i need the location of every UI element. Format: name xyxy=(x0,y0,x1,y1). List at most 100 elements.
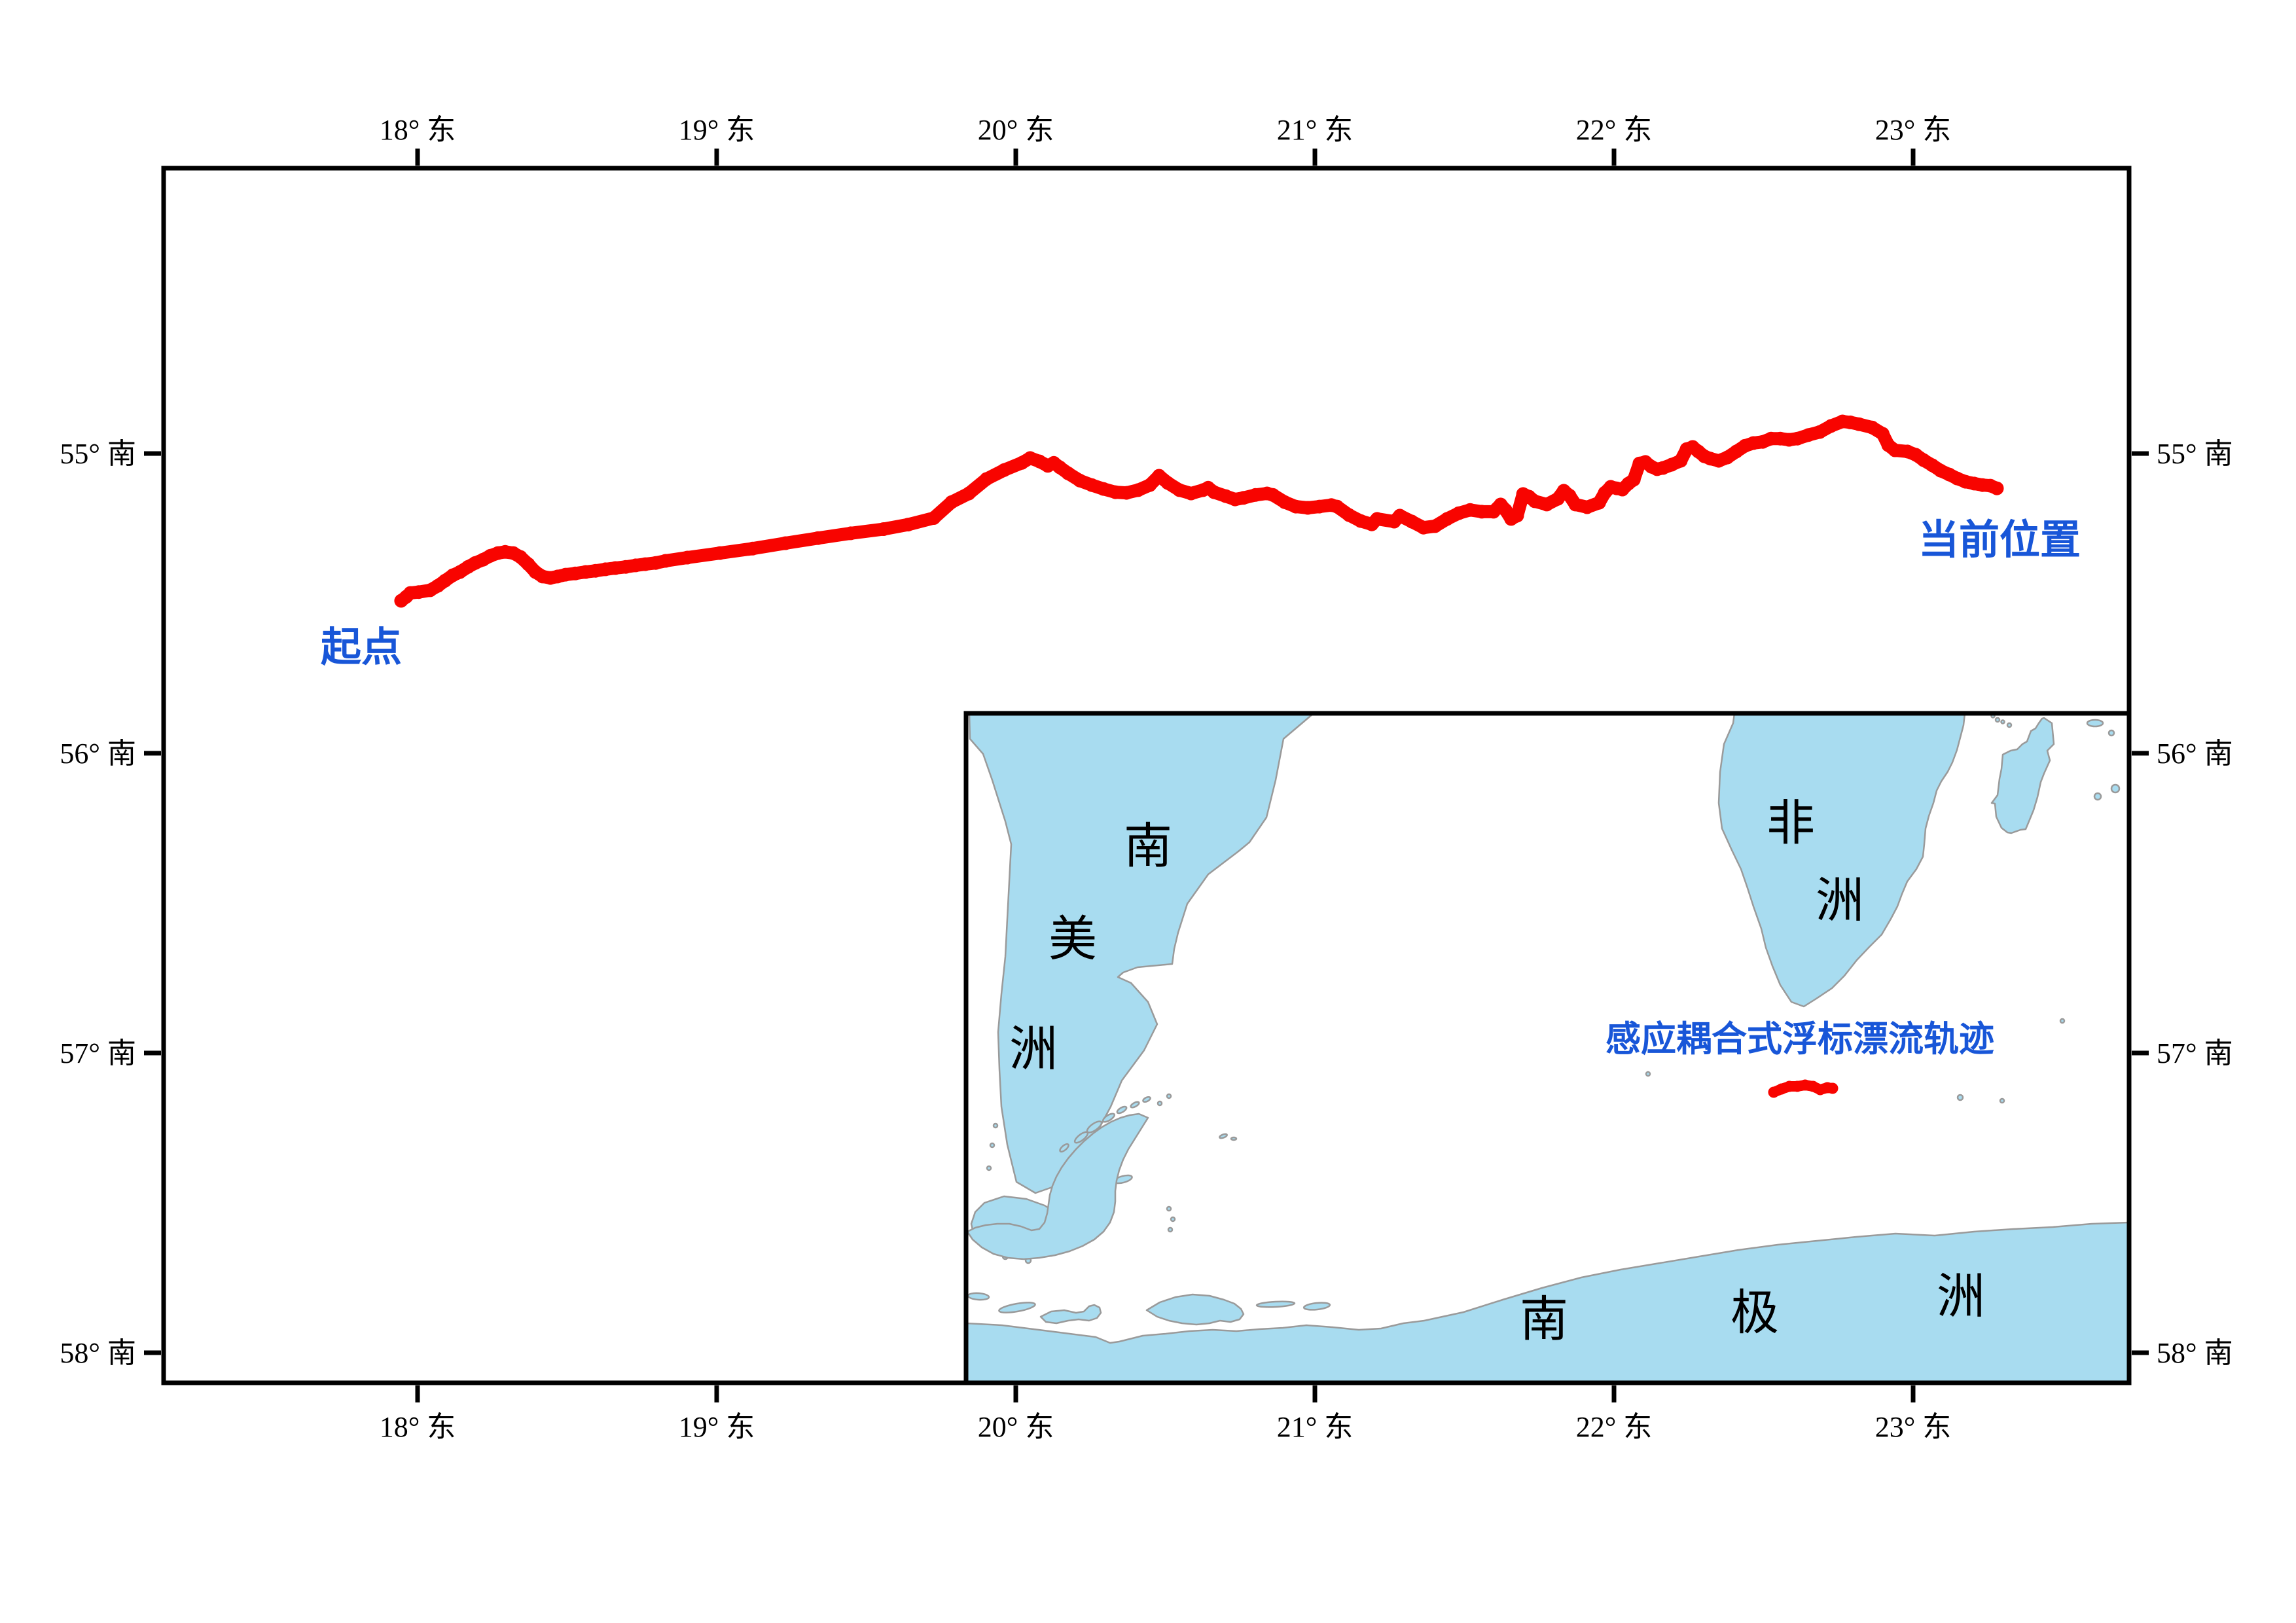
inset-islet xyxy=(1166,1205,1172,1212)
inset-islet xyxy=(1219,1133,1228,1139)
buoy-trajectory-track xyxy=(394,414,2004,608)
trajectory-point xyxy=(1463,503,1477,517)
trajectory-point xyxy=(1626,473,1641,487)
inset-islet xyxy=(998,1302,1036,1313)
inset-islet xyxy=(1142,1096,1151,1103)
trajectory-point xyxy=(1354,514,1368,528)
inset-islet xyxy=(2006,722,2013,728)
inset-locator-map: 南 美 洲 非 洲 南 极 洲 感应耦合式浮标漂流轨迹 xyxy=(963,711,2132,1385)
inset-islet xyxy=(1255,1300,1296,1308)
inset-mauritius xyxy=(2110,783,2121,794)
inset-islet xyxy=(1302,1302,1331,1311)
trajectory-point xyxy=(1852,417,1866,431)
trajectory-point xyxy=(1300,501,1315,515)
inset-trajectory-point xyxy=(1784,1080,1795,1092)
trajectory-point xyxy=(1475,505,1489,519)
trajectory-point xyxy=(1184,486,1198,501)
trajectory-point xyxy=(1312,499,1327,514)
trajectory-point xyxy=(1073,473,1087,488)
y-tick-label-right: 56° 南 xyxy=(2157,738,2233,770)
trajectory-point xyxy=(1248,488,1263,502)
label-south-america-char3: 洲 xyxy=(1009,1023,1058,1077)
trajectory-point xyxy=(638,557,653,571)
trajectory-point xyxy=(1528,494,1542,508)
inset-islet xyxy=(1086,1120,1103,1133)
trajectory-point xyxy=(944,495,959,509)
trajectory-point xyxy=(1330,499,1344,514)
trajectory-point xyxy=(1813,425,1827,439)
trajectory-point xyxy=(1510,508,1524,523)
y-axis-left: 55° 南 56° 南 57° 南 58° 南 xyxy=(60,438,161,1369)
trajectory-point xyxy=(876,522,891,536)
x-tick-label-top: 19° 东 xyxy=(679,114,755,146)
trajectory-point xyxy=(658,554,673,568)
y-axis-right: 55° 南 56° 南 57° 南 58° 南 xyxy=(2132,438,2233,1369)
trajectory-point xyxy=(1428,519,1443,533)
x-tick-label-top: 20° 东 xyxy=(978,114,1054,146)
trajectory-point xyxy=(680,550,694,565)
trajectory-point xyxy=(608,561,622,575)
inset-islet xyxy=(2059,1018,2066,1024)
trajectory-point xyxy=(1160,476,1175,490)
trajectory-point xyxy=(1061,466,1075,480)
inset-islet xyxy=(986,1165,992,1171)
label-antarctica-char1: 南 xyxy=(1520,1293,1568,1347)
trajectory-point xyxy=(778,536,793,550)
trajectory-point xyxy=(1888,443,1902,457)
label-antarctica-char2: 极 xyxy=(1731,1287,1779,1340)
inset-islet xyxy=(1230,1136,1238,1141)
inset-islet xyxy=(2000,719,2005,724)
trajectory-point xyxy=(1131,483,1145,497)
trajectory-point xyxy=(901,518,915,532)
inset-islet xyxy=(1157,1100,1163,1107)
trajectory-point xyxy=(1266,488,1280,502)
x-tick-label-top: 18° 东 xyxy=(380,114,456,146)
inset-islet xyxy=(1994,717,2001,723)
inset-antarctica xyxy=(965,1221,2130,1384)
trajectory-point xyxy=(1289,499,1303,514)
current-position-label: 当前位置 xyxy=(1918,518,2081,563)
x-tick-label-top: 21° 东 xyxy=(1277,114,1354,146)
label-antarctica-char3: 洲 xyxy=(1937,1270,1985,1324)
trajectory-point xyxy=(1236,491,1251,505)
inset-madagascar xyxy=(1990,717,2055,834)
x-axis-top: 18° 东 19° 东 20° 东 21° 东 22° 东 23° 东 xyxy=(380,114,1951,166)
inset-bouvet-island xyxy=(1645,1071,1651,1077)
inset-islet xyxy=(1145,1293,1245,1326)
trajectory-point xyxy=(1823,419,1838,433)
inset-islet xyxy=(989,1142,996,1149)
trajectory-point xyxy=(1580,500,1594,514)
y-tick-label-right: 55° 南 xyxy=(2157,438,2233,470)
trajectory-point xyxy=(1085,478,1099,492)
trajectory-point xyxy=(745,541,760,556)
trajectory-point xyxy=(1119,486,1134,500)
label-south-america-char1: 南 xyxy=(1124,820,1172,874)
inset-islet xyxy=(1059,1143,1069,1153)
inset-islet xyxy=(1170,1216,1176,1222)
trajectory-point xyxy=(568,566,583,580)
label-africa-char1: 非 xyxy=(1767,797,1815,851)
inset-islet xyxy=(1130,1101,1140,1109)
trajectory-point xyxy=(1801,428,1816,442)
trajectory-point xyxy=(1674,454,1688,468)
label-south-america-char2: 美 xyxy=(1049,913,1097,967)
inset-islet xyxy=(2108,729,2115,737)
x-tick-label-bottom: 18° 东 xyxy=(380,1411,456,1443)
y-tick-label-right: 57° 南 xyxy=(2157,1037,2233,1069)
trajectory-point xyxy=(844,526,858,541)
inset-islet xyxy=(1956,1094,1964,1101)
inset-trajectory-mark xyxy=(1768,1079,1839,1098)
trajectory-point xyxy=(1568,497,1583,512)
x-tick-label-bottom: 22° 东 xyxy=(1576,1411,1653,1443)
trajectory-point xyxy=(979,472,994,486)
trajectory-point xyxy=(1172,483,1187,497)
inset-islet xyxy=(2086,719,2104,728)
inset-antarctic-peninsula xyxy=(966,1113,1149,1260)
inset-islet xyxy=(992,1122,999,1129)
label-africa-char2: 洲 xyxy=(1816,874,1864,928)
inset-islet xyxy=(1167,1226,1174,1233)
inset-islet xyxy=(1116,1105,1128,1115)
y-tick-label-right: 58° 南 xyxy=(2157,1337,2233,1369)
inset-frame xyxy=(963,711,2132,1385)
trajectory-point xyxy=(1393,508,1407,523)
